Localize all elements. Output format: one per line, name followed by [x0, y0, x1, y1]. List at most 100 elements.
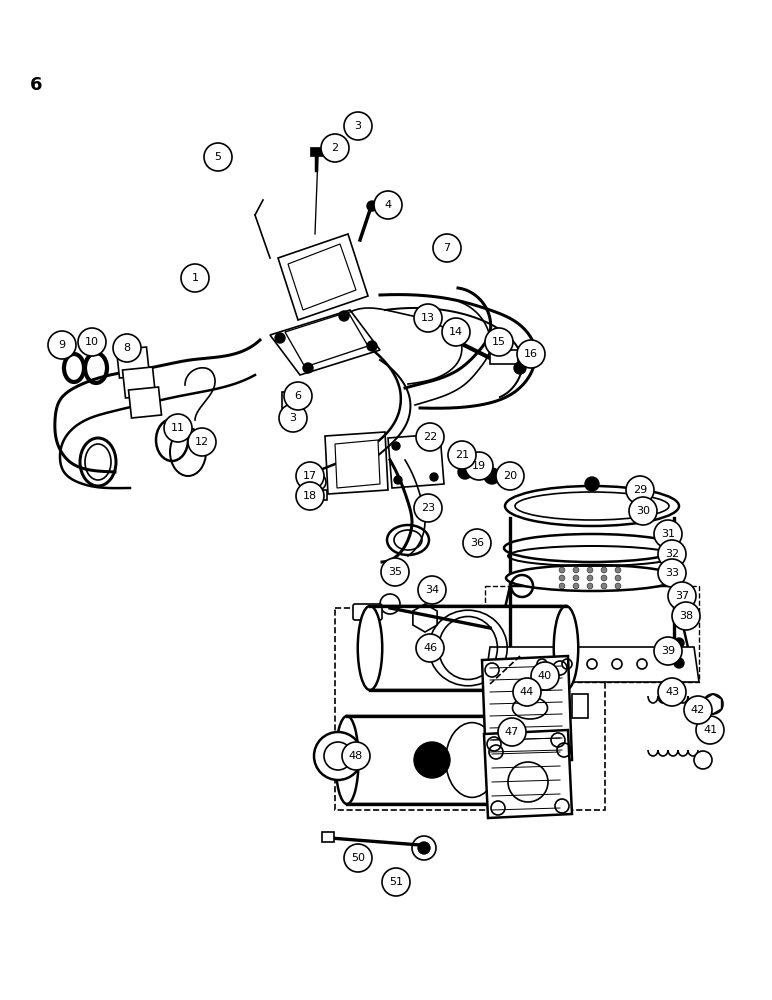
- Circle shape: [339, 311, 349, 321]
- Circle shape: [672, 602, 700, 630]
- Circle shape: [587, 567, 593, 573]
- Text: 21: 21: [455, 450, 469, 460]
- Circle shape: [615, 583, 621, 589]
- FancyBboxPatch shape: [490, 350, 518, 364]
- Circle shape: [674, 638, 684, 648]
- Circle shape: [498, 718, 526, 746]
- Circle shape: [416, 634, 444, 662]
- Circle shape: [668, 582, 696, 610]
- Text: 30: 30: [636, 506, 650, 516]
- Circle shape: [559, 567, 565, 573]
- Circle shape: [615, 567, 621, 573]
- Polygon shape: [484, 730, 572, 818]
- Text: 33: 33: [665, 568, 679, 578]
- Circle shape: [374, 191, 402, 219]
- Circle shape: [654, 520, 682, 548]
- Text: 22: 22: [423, 432, 437, 442]
- Text: 34: 34: [425, 585, 439, 595]
- Circle shape: [367, 341, 377, 351]
- Ellipse shape: [505, 486, 679, 526]
- Polygon shape: [285, 312, 368, 367]
- FancyBboxPatch shape: [370, 606, 566, 690]
- Circle shape: [654, 637, 682, 665]
- Circle shape: [188, 428, 216, 456]
- Ellipse shape: [515, 492, 669, 520]
- Circle shape: [382, 868, 410, 896]
- Text: 40: 40: [538, 671, 552, 681]
- Text: 20: 20: [503, 471, 517, 481]
- Circle shape: [442, 318, 470, 346]
- Ellipse shape: [546, 716, 568, 804]
- Circle shape: [414, 742, 450, 778]
- Text: 37: 37: [675, 591, 689, 601]
- Polygon shape: [117, 347, 150, 378]
- Text: 51: 51: [389, 877, 403, 887]
- Circle shape: [573, 575, 579, 581]
- Ellipse shape: [336, 716, 358, 804]
- Circle shape: [367, 201, 377, 211]
- Circle shape: [428, 439, 436, 447]
- Text: 12: 12: [195, 437, 209, 447]
- Circle shape: [430, 473, 438, 481]
- Polygon shape: [495, 586, 689, 652]
- FancyBboxPatch shape: [282, 392, 304, 408]
- Text: 15: 15: [492, 337, 506, 347]
- Polygon shape: [278, 234, 368, 320]
- Circle shape: [284, 382, 312, 410]
- Circle shape: [658, 559, 686, 587]
- Circle shape: [658, 540, 686, 568]
- Text: 44: 44: [520, 687, 534, 697]
- Ellipse shape: [357, 606, 382, 690]
- Circle shape: [321, 134, 349, 162]
- Circle shape: [414, 304, 442, 332]
- Text: 36: 36: [470, 538, 484, 548]
- Circle shape: [48, 331, 76, 359]
- Polygon shape: [288, 244, 356, 310]
- Text: 8: 8: [124, 343, 130, 353]
- Polygon shape: [482, 656, 572, 764]
- FancyBboxPatch shape: [572, 694, 588, 718]
- Text: 18: 18: [303, 491, 317, 501]
- Text: 47: 47: [505, 727, 519, 737]
- Circle shape: [418, 842, 430, 854]
- Circle shape: [629, 497, 657, 525]
- Circle shape: [392, 442, 400, 450]
- Circle shape: [164, 414, 192, 442]
- Circle shape: [485, 328, 513, 356]
- Text: 16: 16: [524, 349, 538, 359]
- Text: 23: 23: [421, 503, 435, 513]
- FancyBboxPatch shape: [311, 148, 323, 156]
- Circle shape: [418, 576, 446, 604]
- Text: 6: 6: [294, 391, 302, 401]
- Circle shape: [344, 112, 372, 140]
- Circle shape: [700, 720, 712, 732]
- Circle shape: [433, 234, 461, 262]
- Circle shape: [344, 844, 372, 872]
- Circle shape: [517, 340, 545, 368]
- Text: 9: 9: [59, 340, 66, 350]
- Text: 48: 48: [349, 751, 363, 761]
- Polygon shape: [128, 387, 161, 418]
- Text: 3: 3: [354, 121, 361, 131]
- Text: 19: 19: [472, 461, 486, 471]
- Text: 50: 50: [351, 853, 365, 863]
- Circle shape: [416, 423, 444, 451]
- Text: 13: 13: [421, 313, 435, 323]
- Text: 35: 35: [388, 567, 402, 577]
- Circle shape: [531, 662, 559, 690]
- Circle shape: [626, 476, 654, 504]
- Text: 3: 3: [290, 413, 296, 423]
- Text: 42: 42: [691, 705, 705, 715]
- Circle shape: [465, 452, 493, 480]
- FancyBboxPatch shape: [347, 716, 557, 804]
- Circle shape: [342, 742, 370, 770]
- Circle shape: [303, 363, 313, 373]
- Circle shape: [587, 583, 593, 589]
- Circle shape: [694, 751, 712, 769]
- Text: 1: 1: [191, 273, 198, 283]
- Circle shape: [286, 414, 298, 426]
- Circle shape: [601, 575, 607, 581]
- Circle shape: [559, 575, 565, 581]
- Circle shape: [181, 264, 209, 292]
- Circle shape: [283, 419, 293, 429]
